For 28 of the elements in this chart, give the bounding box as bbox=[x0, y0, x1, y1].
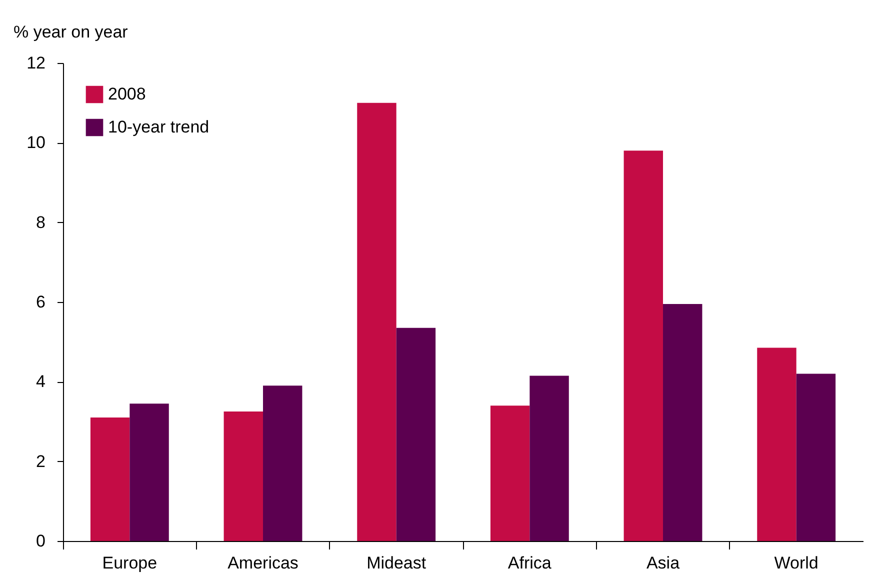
y-tick-label: 6 bbox=[36, 292, 46, 312]
x-tick-label: World bbox=[774, 554, 818, 572]
bar bbox=[796, 374, 836, 541]
bar bbox=[757, 348, 796, 541]
x-tick-label: Europe bbox=[102, 554, 158, 572]
x-tick-label: Asia bbox=[646, 554, 680, 572]
y-tick-label: 8 bbox=[36, 212, 46, 232]
x-tick-label: Mideast bbox=[366, 554, 426, 572]
x-tick-label: Africa bbox=[508, 554, 552, 572]
y-tick-label: 12 bbox=[26, 54, 46, 72]
y-tick-label: 2 bbox=[36, 452, 46, 471]
x-tick-label: Americas bbox=[228, 554, 298, 572]
bar bbox=[396, 328, 436, 541]
bar bbox=[357, 102, 396, 541]
legend-label: 2008 bbox=[108, 84, 146, 104]
bar bbox=[263, 386, 302, 541]
y-axis-title: % year on year bbox=[14, 22, 128, 42]
bar bbox=[530, 376, 569, 541]
bar bbox=[490, 406, 530, 541]
bar bbox=[663, 304, 702, 541]
bar bbox=[624, 150, 663, 541]
legend-label: 10-year trend bbox=[108, 118, 210, 136]
bar bbox=[90, 418, 130, 541]
bar bbox=[130, 404, 169, 541]
y-tick-label: 0 bbox=[36, 532, 46, 550]
bar bbox=[224, 412, 263, 541]
y-tick-label: 4 bbox=[36, 372, 46, 392]
y-tick-label: 10 bbox=[26, 133, 46, 152]
